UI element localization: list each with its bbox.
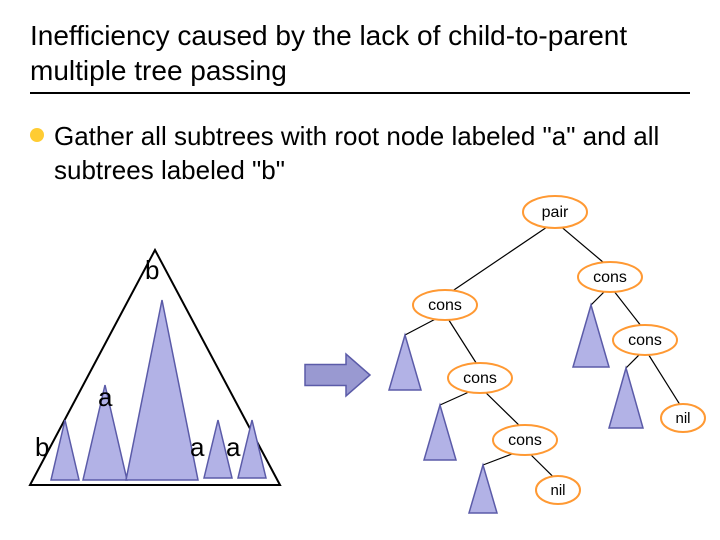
- tree-label-b-bottom: b: [35, 432, 49, 463]
- svg-text:cons: cons: [463, 370, 497, 387]
- diagram-stage: pair cons cons cons cons cons nil nil: [0, 0, 720, 540]
- tree-label-b-top: b: [145, 255, 159, 286]
- svg-text:cons: cons: [508, 432, 542, 449]
- tree-label-a: a: [98, 382, 112, 413]
- svg-text:nil: nil: [675, 410, 690, 427]
- svg-text:cons: cons: [628, 332, 662, 349]
- svg-text:pair: pair: [542, 204, 569, 221]
- svg-text:nil: nil: [550, 482, 565, 499]
- svg-text:cons: cons: [593, 269, 627, 286]
- tree-label-a2: a: [226, 432, 240, 463]
- svg-text:cons: cons: [428, 297, 462, 314]
- tree-label-a1: a: [190, 432, 204, 463]
